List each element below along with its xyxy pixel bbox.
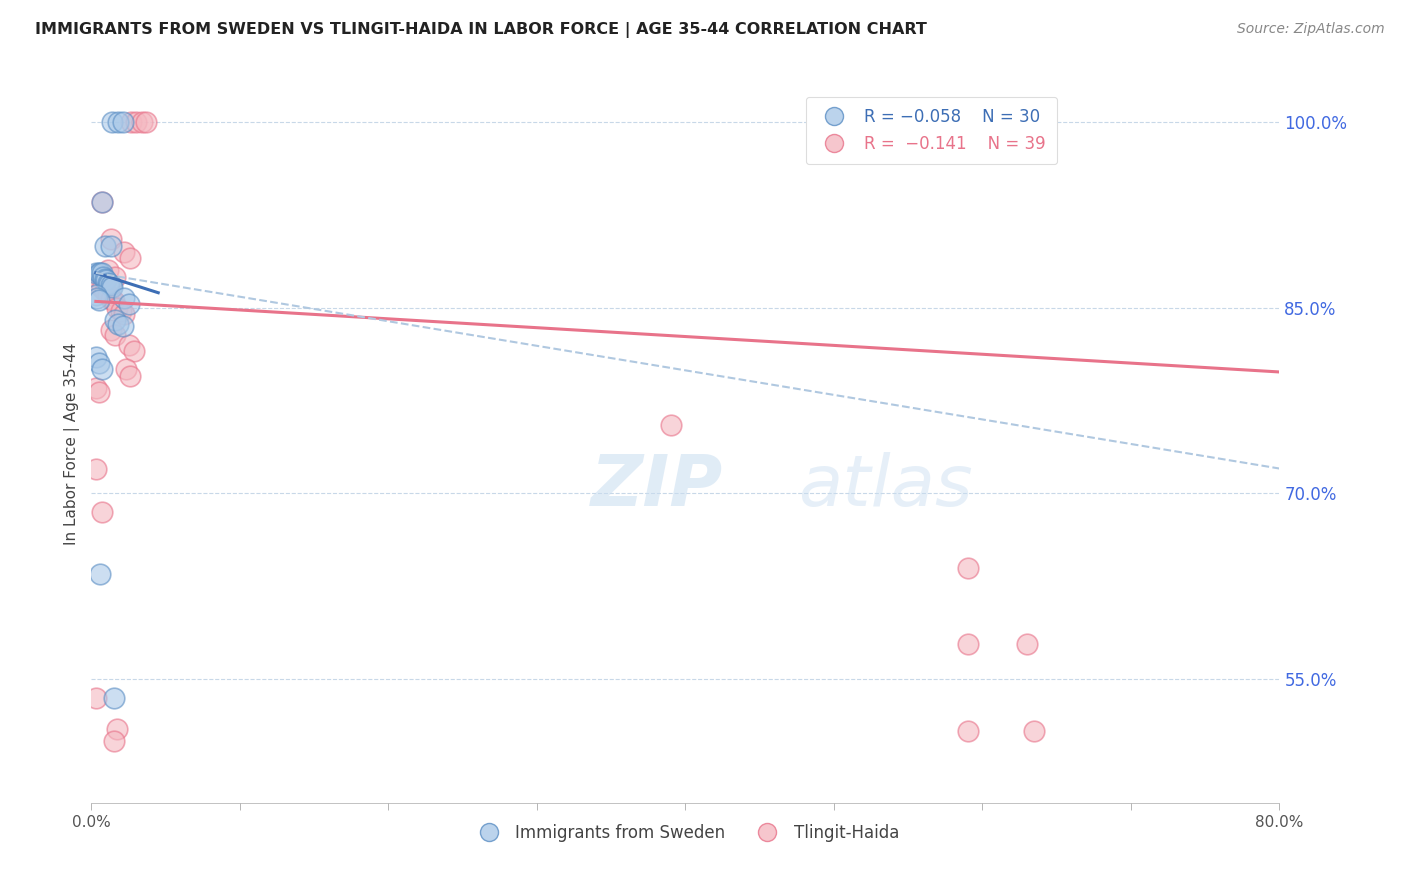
Point xyxy=(103,734,125,748)
Point xyxy=(94,272,117,286)
Text: atlas: atlas xyxy=(799,452,973,521)
Point xyxy=(101,279,124,293)
Point xyxy=(659,418,682,433)
Point xyxy=(100,323,122,337)
Point xyxy=(87,356,110,370)
Point xyxy=(94,238,117,252)
Point xyxy=(97,288,120,302)
Point xyxy=(105,722,128,736)
Point xyxy=(87,278,110,293)
Point xyxy=(112,291,135,305)
Point xyxy=(117,337,139,351)
Point xyxy=(114,362,136,376)
Point xyxy=(84,350,107,364)
Point xyxy=(100,292,122,306)
Point xyxy=(86,291,108,305)
Point xyxy=(110,304,132,318)
Point xyxy=(97,263,120,277)
Point xyxy=(87,266,110,280)
Point xyxy=(101,115,124,129)
Point xyxy=(90,266,112,280)
Point xyxy=(90,195,112,210)
Point xyxy=(90,362,112,376)
Y-axis label: In Labor Force | Age 35-44: In Labor Force | Age 35-44 xyxy=(65,343,80,545)
Text: IMMIGRANTS FROM SWEDEN VS TLINGIT-HAIDA IN LABOR FORCE | AGE 35-44 CORRELATION C: IMMIGRANTS FROM SWEDEN VS TLINGIT-HAIDA … xyxy=(35,22,927,38)
Point xyxy=(131,115,153,129)
Point xyxy=(124,343,146,358)
Point xyxy=(100,238,122,252)
Point xyxy=(104,327,127,342)
Point xyxy=(1015,637,1038,651)
Point xyxy=(117,297,139,311)
Point xyxy=(112,307,135,321)
Point xyxy=(94,285,117,299)
Point xyxy=(105,301,128,315)
Point xyxy=(118,368,141,383)
Point xyxy=(104,269,127,284)
Point xyxy=(112,244,135,259)
Point xyxy=(103,690,125,705)
Point xyxy=(84,276,107,290)
Point xyxy=(111,319,134,334)
Point xyxy=(87,384,110,399)
Point xyxy=(97,276,120,290)
Point xyxy=(104,313,127,327)
Point xyxy=(100,232,122,246)
Point xyxy=(100,278,122,293)
Point xyxy=(87,293,110,308)
Point xyxy=(84,461,107,475)
Point xyxy=(90,281,112,295)
Point xyxy=(956,637,979,651)
Point xyxy=(107,115,129,129)
Point xyxy=(118,251,141,265)
Point xyxy=(103,294,125,309)
Point xyxy=(98,277,121,291)
Point xyxy=(956,724,979,739)
Point xyxy=(84,288,107,302)
Point xyxy=(84,381,107,395)
Legend: Immigrants from Sweden, Tlingit-Haida: Immigrants from Sweden, Tlingit-Haida xyxy=(465,817,905,848)
Point xyxy=(89,566,111,581)
Text: ZIP: ZIP xyxy=(591,452,723,521)
Text: Source: ZipAtlas.com: Source: ZipAtlas.com xyxy=(1237,22,1385,37)
Point xyxy=(125,115,148,129)
Point xyxy=(135,115,157,129)
Point xyxy=(111,115,134,129)
Point xyxy=(121,115,143,129)
Point xyxy=(107,317,129,331)
Point xyxy=(1024,724,1046,739)
Point xyxy=(90,195,112,210)
Point xyxy=(90,505,112,519)
Point xyxy=(84,266,107,280)
Point xyxy=(956,560,979,574)
Point xyxy=(96,273,118,287)
Point xyxy=(84,690,107,705)
Point xyxy=(89,266,111,280)
Point xyxy=(91,269,114,284)
